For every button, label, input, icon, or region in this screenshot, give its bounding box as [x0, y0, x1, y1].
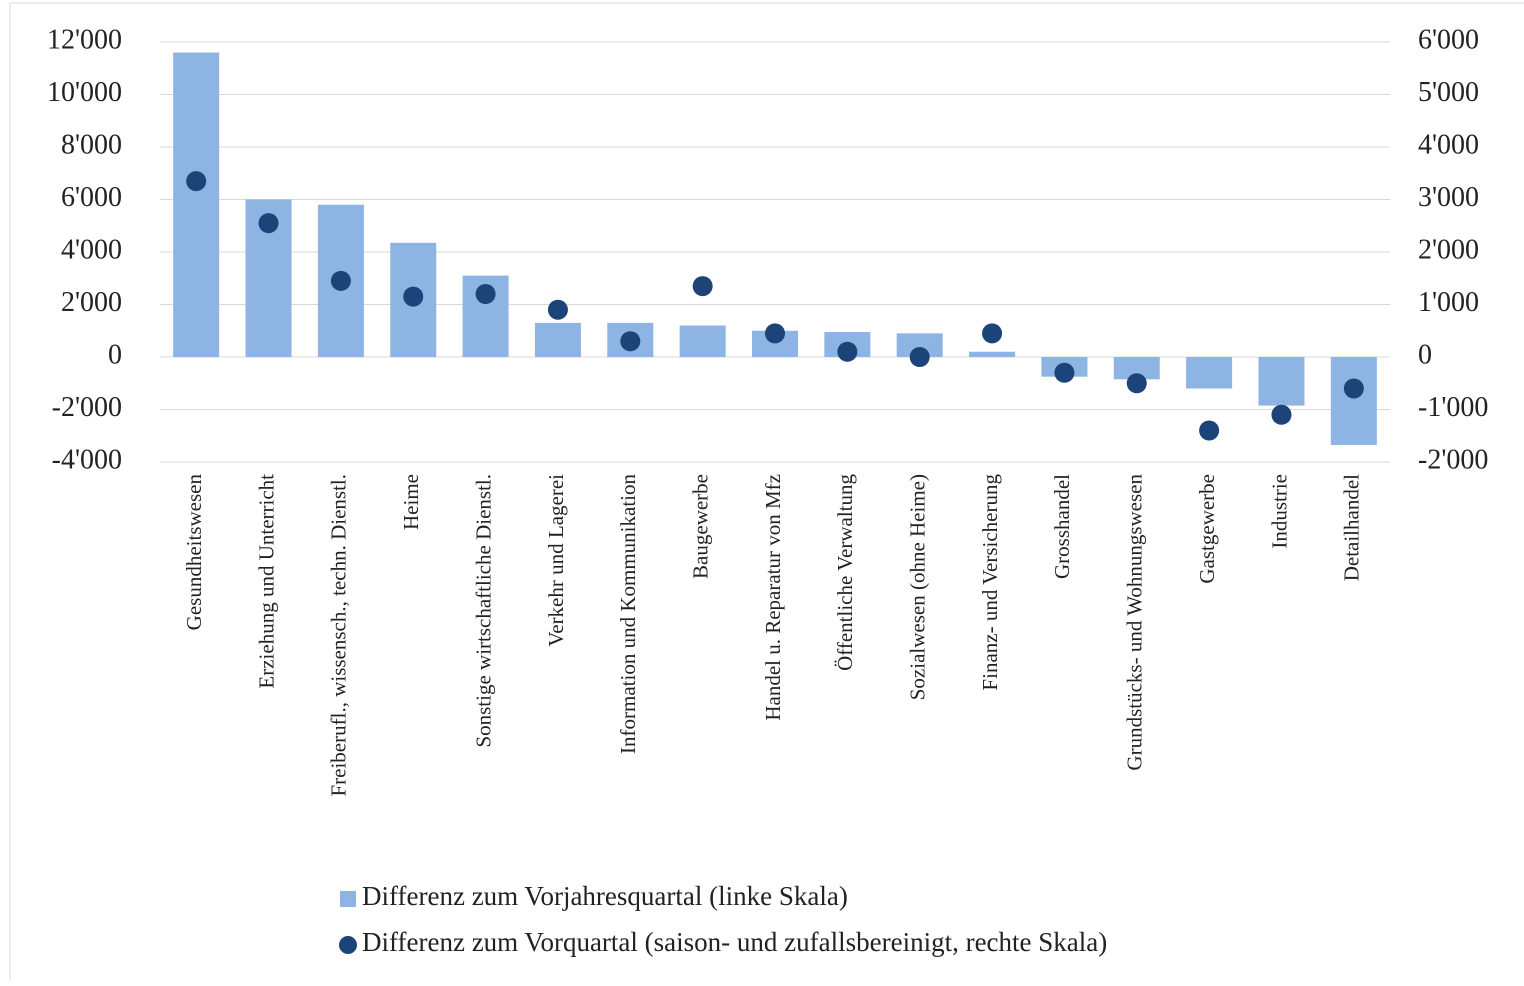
dot — [620, 331, 641, 352]
bar — [679, 325, 726, 357]
legend-label: Differenz zum Vorjahresquartal (linke Sk… — [362, 881, 848, 911]
dot — [258, 213, 279, 234]
x-tick-label: Industrie — [1267, 474, 1291, 549]
x-tick-label: Finanz- und Versicherung — [978, 474, 1002, 691]
x-tick-label: Gastgewerbe — [1195, 474, 1219, 584]
x-tick-label: Grundstücks- und Wohnungswesen — [1123, 474, 1147, 771]
dot — [330, 270, 351, 291]
y-tick-label: 8'000 — [61, 129, 122, 160]
y-tick-label: 2'000 — [61, 287, 122, 318]
bar — [1258, 357, 1305, 406]
y2-tick-label: 0 — [1418, 339, 1432, 370]
legend-swatch — [339, 936, 357, 954]
legend-swatch — [340, 891, 356, 907]
y-tick-label: 0 — [108, 339, 122, 370]
x-tick-label: Information und Kommunikation — [616, 474, 640, 754]
bar — [173, 52, 220, 357]
x-tick-label: Detailhandel — [1340, 474, 1364, 581]
bar — [969, 351, 1016, 357]
y-tick-label: -2'000 — [52, 392, 122, 423]
dot — [1054, 362, 1075, 383]
x-tick-label: Gesundheitswesen — [182, 474, 206, 631]
y2-tick-label: 4'000 — [1418, 129, 1479, 160]
y2-tick-label: 6'000 — [1418, 24, 1479, 55]
y2-tick-label: 1'000 — [1418, 287, 1479, 318]
y-tick-label: 6'000 — [61, 182, 122, 213]
x-tick-label: Freiberufl., wissensch., techn. Dienstl. — [327, 474, 351, 797]
y2-tick-label: 2'000 — [1418, 234, 1479, 265]
x-tick-label: Baugewerbe — [688, 474, 712, 579]
legend-label: Differenz zum Vorquartal (saison- und zu… — [362, 927, 1107, 957]
x-tick-label: Öffentliche Verwaltung — [833, 474, 857, 671]
bar — [1113, 357, 1160, 380]
x-tick-label: Verkehr und Lagerei — [544, 474, 568, 647]
dot — [982, 323, 1003, 344]
dot — [692, 276, 713, 297]
x-tick-label: Erziehung und Unterricht — [254, 474, 278, 689]
y2-tick-label: 5'000 — [1418, 77, 1479, 108]
y-tick-label: 4'000 — [61, 234, 122, 265]
bar — [534, 322, 581, 357]
dot — [186, 171, 207, 192]
y2-tick-label: -1'000 — [1418, 392, 1488, 423]
dot — [547, 299, 568, 320]
dot — [1199, 420, 1220, 441]
x-tick-label: Handel u. Reparatur von Mfz — [761, 474, 785, 721]
y-tick-label: 10'000 — [47, 77, 122, 108]
dot — [475, 284, 496, 304]
chart-frame — [9, 2, 1524, 986]
dot — [1343, 378, 1364, 399]
dot — [765, 323, 785, 344]
x-tick-label: Grosshandel — [1050, 474, 1074, 579]
y-tick-label: 12'000 — [47, 24, 122, 55]
y-tick-label: -4'000 — [52, 444, 122, 475]
bar — [1330, 357, 1377, 445]
bar — [1186, 357, 1233, 389]
x-tick-label: Sozialwesen (ohne Heime) — [906, 474, 930, 700]
dot — [1126, 373, 1147, 394]
dot — [1271, 404, 1292, 425]
dot — [403, 286, 424, 307]
bar — [896, 333, 943, 357]
dot — [909, 347, 930, 367]
y2-tick-label: 3'000 — [1418, 182, 1479, 213]
x-tick-label: Heime — [399, 474, 423, 530]
dot — [837, 341, 858, 362]
x-tick-label: Sonstige wirtschaftliche Dienstl. — [471, 474, 495, 748]
y2-tick-label: -2'000 — [1418, 444, 1488, 475]
